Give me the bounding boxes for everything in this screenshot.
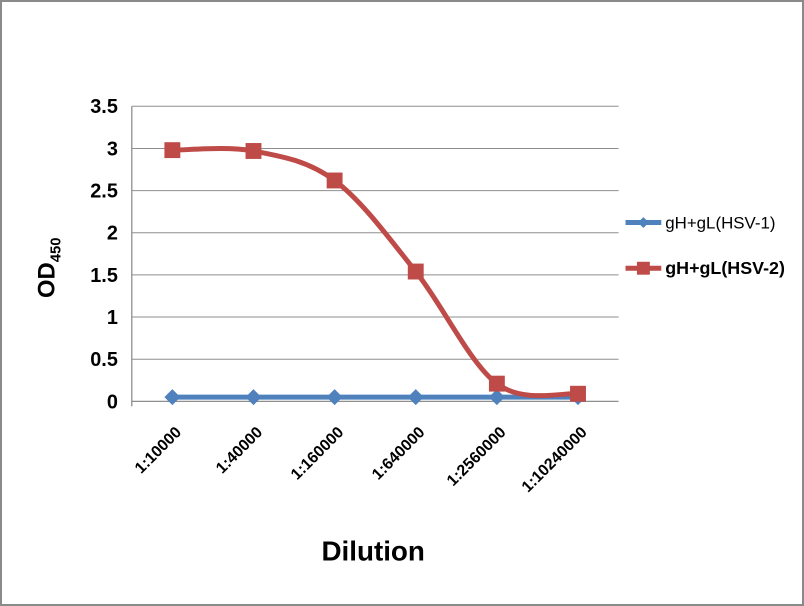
legend-label-1: gH+gL(HSV-1) (665, 213, 775, 232)
series-marker-1 (245, 389, 262, 406)
x-tick-label: 1:2560000 (444, 424, 510, 490)
legend-marker-1 (637, 217, 649, 228)
series-marker-1 (326, 389, 343, 406)
series-marker-2 (326, 172, 343, 189)
series-marker-2 (407, 263, 424, 280)
series-marker-1 (164, 389, 181, 406)
x-axis-title: Dilution (321, 535, 424, 566)
y-tick-label: 1.5 (90, 265, 118, 287)
y-tick-label: 1 (107, 307, 118, 329)
x-tick-label: 1:40000 (213, 424, 266, 477)
series-marker-1 (407, 389, 424, 406)
y-tick-label: 2.5 (90, 181, 118, 203)
series-marker-2 (245, 143, 262, 159)
series-marker-2 (488, 375, 505, 392)
series-marker-1 (488, 389, 505, 406)
y-tick-label: 2 (107, 223, 118, 245)
y-tick-label: 3 (107, 138, 118, 160)
x-tick-label: 1:640000 (369, 424, 429, 484)
x-tick-label: 1:10000 (132, 424, 185, 477)
x-tick-label: 1:160000 (288, 424, 348, 484)
legend-label-2: gH+gL(HSV-2) (665, 258, 785, 278)
y-axis-title: OD450 (33, 237, 64, 298)
series-marker-2 (570, 385, 586, 402)
series-marker-2 (164, 142, 181, 159)
y-tick-label: 3.5 (90, 96, 118, 118)
x-tick-label: 1:10240000 (519, 424, 591, 496)
legend-marker-2 (636, 261, 650, 275)
y-tick-label: 0 (107, 391, 118, 413)
y-tick-label: 0.5 (90, 349, 118, 371)
series-line-2 (169, 146, 581, 399)
